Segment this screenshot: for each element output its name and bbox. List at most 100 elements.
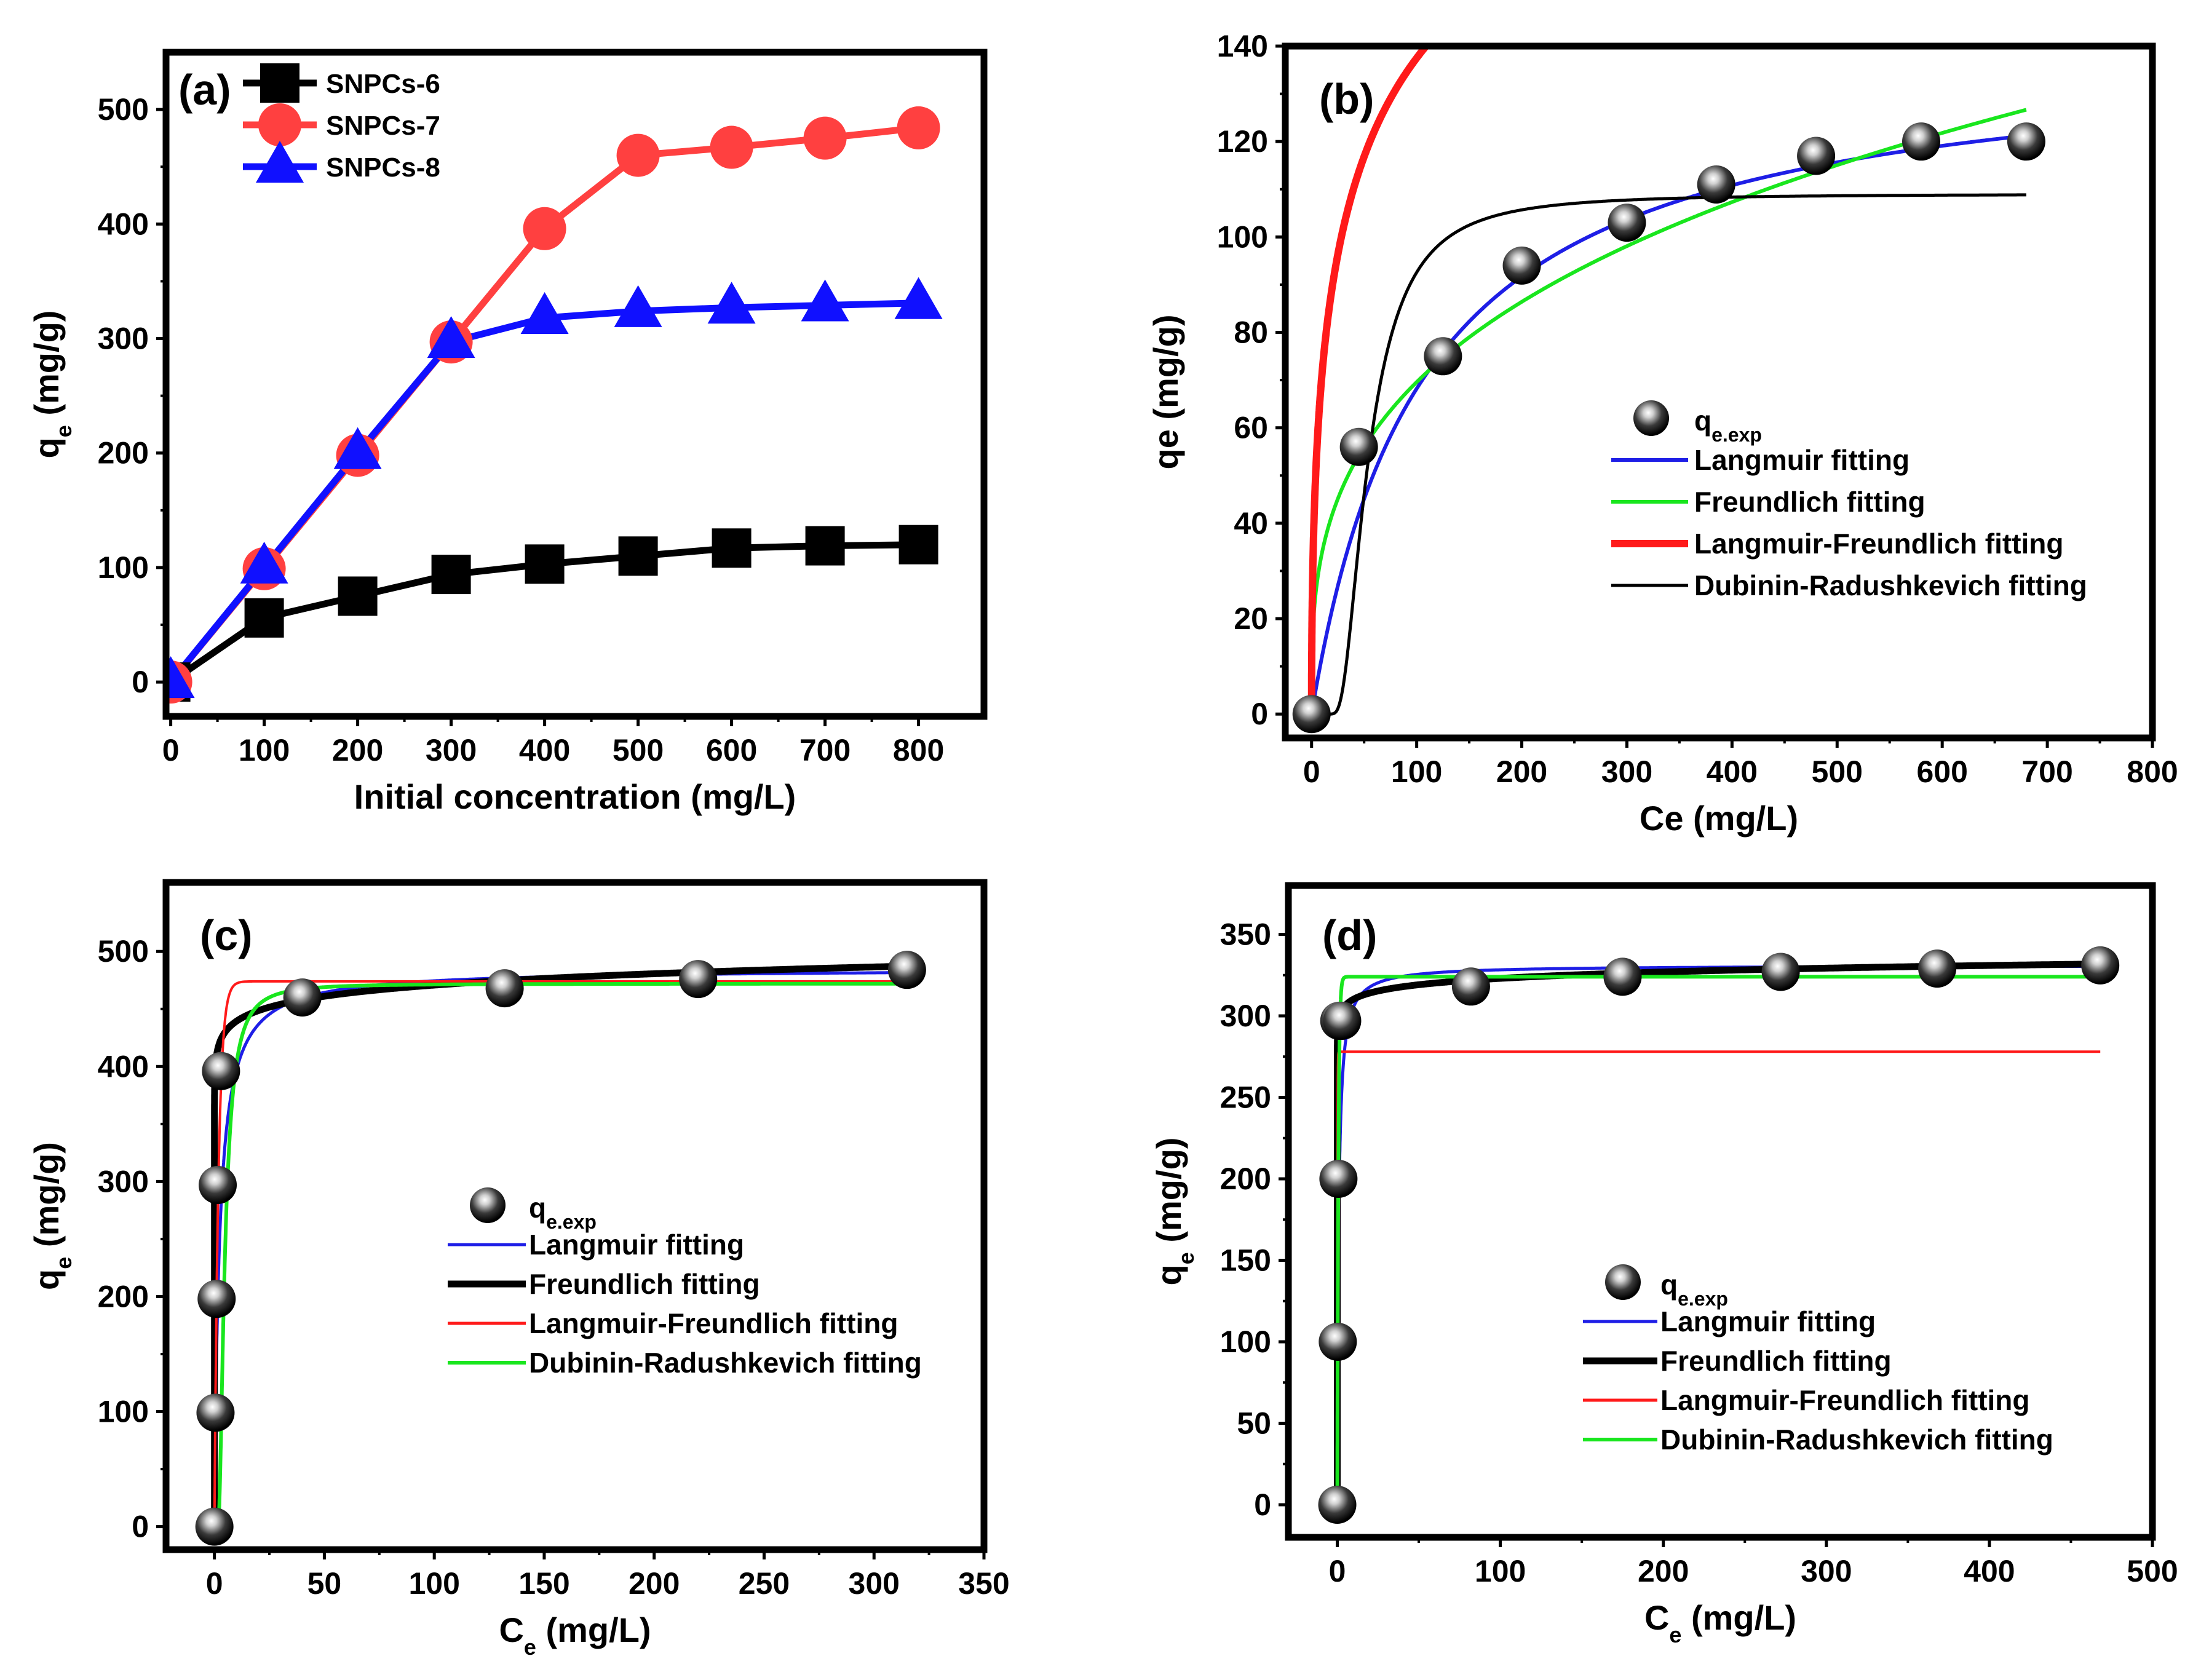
legend-label: Freundlich fitting <box>529 1268 760 1300</box>
data-point <box>2007 122 2045 161</box>
panel-label: (a) <box>178 66 231 114</box>
panel-label: (d) <box>1322 911 1377 959</box>
y-tick-label: 0 <box>132 1510 149 1544</box>
data-point-SNPCs-8 <box>894 277 943 319</box>
x-tick-label: 300 <box>849 1566 900 1601</box>
plot-area <box>1292 46 2045 734</box>
fit-curve <box>211 962 909 1527</box>
y-tick-label: 100 <box>98 550 149 585</box>
chart-panel-b: 0 100 200 300 400 500 600 700 800 0 20 40 60 80 100 120… <box>1146 29 2178 838</box>
x-axis-title: Ce (mg/L) <box>1644 1598 1796 1647</box>
x-tick-label: 0 <box>206 1566 223 1601</box>
y-tick-label: 500 <box>98 934 149 969</box>
panel-label: (b) <box>1319 75 1374 123</box>
data-point <box>283 978 322 1017</box>
fit-curve <box>213 980 907 1528</box>
y-tick-label: 100 <box>1217 220 1268 254</box>
y-tick-label: 200 <box>98 1279 149 1313</box>
data-point-SNPCs-8 <box>707 282 756 324</box>
x-tick-label: 800 <box>893 733 944 767</box>
x-tick-label: 400 <box>519 733 570 767</box>
x-tick-label: 100 <box>1391 755 1442 789</box>
legend-label: Dubinin-Radushkevich fitting <box>529 1347 922 1379</box>
data-point-SNPCs-8 <box>333 427 382 469</box>
data-point <box>1319 1160 1358 1198</box>
plot-area <box>195 951 926 1546</box>
y-tick-label: 20 <box>1234 601 1268 636</box>
data-point-SNPCs-6 <box>338 576 378 616</box>
y-tick-label: 400 <box>98 207 149 241</box>
data-point <box>1451 967 1490 1006</box>
x-tick-label: 400 <box>1964 1554 2015 1588</box>
legend-marker <box>1633 400 1669 436</box>
fit-curve <box>1307 46 1431 716</box>
data-point <box>1502 246 1541 285</box>
data-point <box>2081 946 2120 985</box>
data-point <box>1697 165 1735 204</box>
legend-label: Freundlich fitting <box>1694 486 1925 518</box>
x-tick-label: 200 <box>332 733 383 767</box>
data-point-SNPCs-6 <box>618 536 658 576</box>
data-point <box>1761 953 1800 991</box>
y-tick-label: 200 <box>1220 1162 1271 1196</box>
x-tick-label: 700 <box>2021 755 2072 789</box>
y-tick-label: 120 <box>1217 124 1268 159</box>
data-point-SNPCs-8 <box>520 292 569 334</box>
x-tick-label: 800 <box>2127 755 2178 789</box>
x-tick-label: 700 <box>799 733 851 767</box>
data-point-SNPCs-6 <box>244 598 284 638</box>
legend-label: Langmuir fitting <box>1694 444 1910 476</box>
data-point-SNPCs-6 <box>525 544 565 584</box>
y-tick-label: 60 <box>1234 411 1268 445</box>
data-point-SNPCs-6 <box>431 555 471 595</box>
data-point <box>1797 137 1836 175</box>
data-point <box>485 969 524 1008</box>
legend-marker <box>470 1187 506 1223</box>
y-tick-label: 300 <box>1220 999 1271 1033</box>
x-tick-label: 300 <box>1601 755 1652 789</box>
fit-curve <box>1310 193 2026 716</box>
legend-label: Langmuir fitting <box>1660 1306 1876 1337</box>
data-point <box>1292 695 1331 734</box>
plot-frame <box>1282 42 2156 742</box>
data-point-SNPCs-7 <box>897 106 940 149</box>
y-tick-label: 140 <box>1217 29 1268 63</box>
data-point-SNPCs-8 <box>614 285 662 327</box>
legend-marker <box>1605 1264 1641 1300</box>
legend-label: qe.exp <box>529 1192 597 1233</box>
panel-label: (c) <box>200 911 253 959</box>
legend-marker <box>256 141 304 183</box>
data-point-SNPCs-7 <box>523 207 566 250</box>
data-point <box>1918 949 1957 988</box>
fit-curve <box>1309 133 2027 716</box>
data-point-SNPCs-8 <box>427 316 475 359</box>
x-tick-label: 500 <box>2127 1554 2178 1588</box>
plot-frame <box>1285 882 2156 1541</box>
data-point <box>196 1393 235 1432</box>
x-tick-label: 0 <box>1303 755 1320 789</box>
data-point-SNPCs-8 <box>240 541 288 584</box>
data-point-SNPCs-6 <box>712 528 752 568</box>
y-tick-label: 250 <box>1220 1080 1271 1115</box>
data-point-SNPCs-6 <box>898 525 938 565</box>
y-tick-label: 80 <box>1234 315 1268 350</box>
legend-label: Freundlich fitting <box>1660 1345 1892 1377</box>
data-point <box>679 960 718 999</box>
legend-label: Langmuir fitting <box>529 1229 744 1261</box>
fit-curve <box>1335 975 2101 1507</box>
chart-panel-d: 0 100 200 300 400 500 0 50 100 150 200 250 300 350 Ce … <box>1149 882 2178 1647</box>
x-tick-label: 200 <box>1496 755 1547 789</box>
legend-label: qe.exp <box>1660 1269 1728 1310</box>
x-tick-label: 350 <box>958 1566 1009 1601</box>
x-tick-label: 100 <box>239 733 290 767</box>
x-tick-label: 300 <box>1801 1554 1852 1588</box>
fit-curve <box>1309 108 2027 715</box>
data-point <box>1424 337 1462 376</box>
plot-area <box>166 106 943 704</box>
data-point <box>1608 204 1646 242</box>
legend-label: Langmuir-Freundlich fitting <box>1660 1384 2030 1416</box>
x-tick-label: 250 <box>739 1566 790 1601</box>
y-tick-label: 150 <box>1220 1243 1271 1278</box>
data-point <box>202 1052 240 1090</box>
